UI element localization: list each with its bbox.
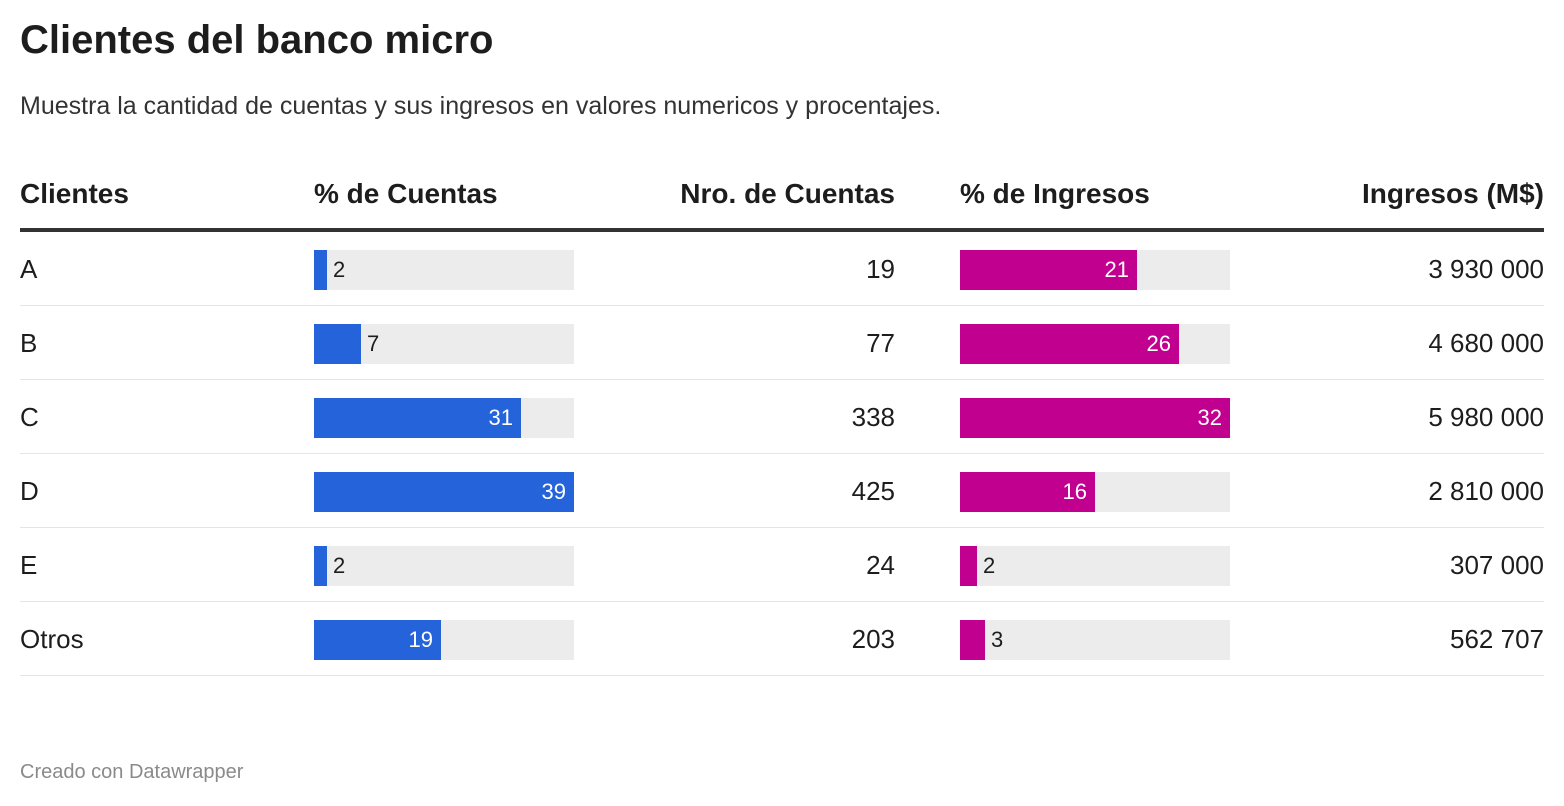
cliente-cell: D [20,476,39,506]
pct-cuentas-track: 2 [314,250,574,290]
table-header: Clientes % de Cuentas Nro. de Cuentas % … [20,160,1544,232]
column-header-ingresos[interactable]: Ingresos (M$) [1361,178,1544,209]
table-row: D 39 425 16 2 810 000 [20,454,1544,528]
pct-ingresos-value-label: 16 [1062,479,1087,504]
pct-ingresos-bar [960,324,1179,364]
pct-ingresos-value-label: 2 [983,553,996,578]
pct-cuentas-track: 31 [314,398,574,438]
pct-ingresos-value-label: 32 [1197,405,1222,430]
table-row: E 2 24 2 307 000 [20,528,1544,602]
nro-cuentas-cell: 24 [866,550,895,580]
nro-cuentas-cell: 425 [851,476,895,506]
column-header-clientes[interactable]: Clientes [20,178,129,209]
cliente-cell: B [20,328,38,358]
source-footer: Creado con Datawrapper [20,761,244,783]
column-header-pct-cuentas[interactable]: % de Cuentas [314,178,498,209]
ingresos-cell: 5 980 000 [1428,402,1544,432]
pct-ingresos-value-label: 3 [991,627,1004,652]
ingresos-cell: 3 930 000 [1428,254,1544,284]
pct-cuentas-bar [314,620,441,660]
column-header-nro-cuentas[interactable]: Nro. de Cuentas [680,178,895,209]
pct-ingresos-track: 3 [960,620,1230,660]
cliente-cell: Otros [20,624,84,654]
pct-ingresos-track: 2 [960,546,1230,586]
column-header-pct-ingresos[interactable]: % de Ingresos [960,178,1150,209]
pct-ingresos-bar [960,398,1230,438]
chart-title: Clientes del banco micro [20,18,494,62]
nro-cuentas-cell: 203 [851,624,895,654]
table-body: A 2 19 21 3 930 000 B 7 77 26 4 680 000 C 31 338 32 5 … [20,232,1544,676]
cliente-cell: E [20,550,38,580]
cliente-cell: A [20,254,38,284]
pct-ingresos-bar [960,620,985,660]
pct-ingresos-track: 26 [960,324,1230,364]
cliente-cell: C [20,402,39,432]
pct-ingresos-bar [960,546,977,586]
pct-cuentas-bar [314,398,521,438]
pct-ingresos-track: 21 [960,250,1230,290]
pct-cuentas-bar [314,546,327,586]
ingresos-cell: 2 810 000 [1428,476,1544,506]
pct-cuentas-track: 7 [314,324,574,364]
pct-ingresos-bar [960,250,1137,290]
pct-ingresos-bar [960,472,1095,512]
pct-cuentas-value-label: 2 [333,257,346,282]
pct-cuentas-value-label: 39 [541,479,566,504]
pct-ingresos-value-label: 21 [1104,257,1129,282]
pct-cuentas-bar [314,472,574,512]
pct-cuentas-bar [314,250,327,290]
ingresos-cell: 4 680 000 [1428,328,1544,358]
table-row: A 2 19 21 3 930 000 [20,232,1544,306]
ingresos-cell: 307 000 [1450,550,1544,580]
ingresos-cell: 562 707 [1450,624,1544,654]
table-row: B 7 77 26 4 680 000 [20,306,1544,380]
pct-ingresos-value-label: 26 [1146,331,1171,356]
nro-cuentas-cell: 77 [866,328,895,358]
nro-cuentas-cell: 338 [851,402,895,432]
pct-cuentas-track: 39 [314,472,574,512]
pct-cuentas-value-label: 31 [488,405,513,430]
pct-cuentas-value-label: 7 [367,331,380,356]
pct-cuentas-bar [314,324,361,364]
pct-cuentas-value-label: 2 [333,553,346,578]
pct-cuentas-track: 19 [314,620,574,660]
table-row: C 31 338 32 5 980 000 [20,380,1544,454]
pct-cuentas-track: 2 [314,546,574,586]
pct-ingresos-track: 32 [960,398,1230,438]
pct-ingresos-track: 16 [960,472,1230,512]
data-table: Clientes % de Cuentas Nro. de Cuentas % … [20,160,1544,676]
chart-subtitle: Muestra la cantidad de cuentas y sus ing… [20,92,942,120]
table-row: Otros 19 203 3 562 707 [20,602,1544,676]
nro-cuentas-cell: 19 [866,254,895,284]
pct-cuentas-value-label: 19 [408,627,433,652]
